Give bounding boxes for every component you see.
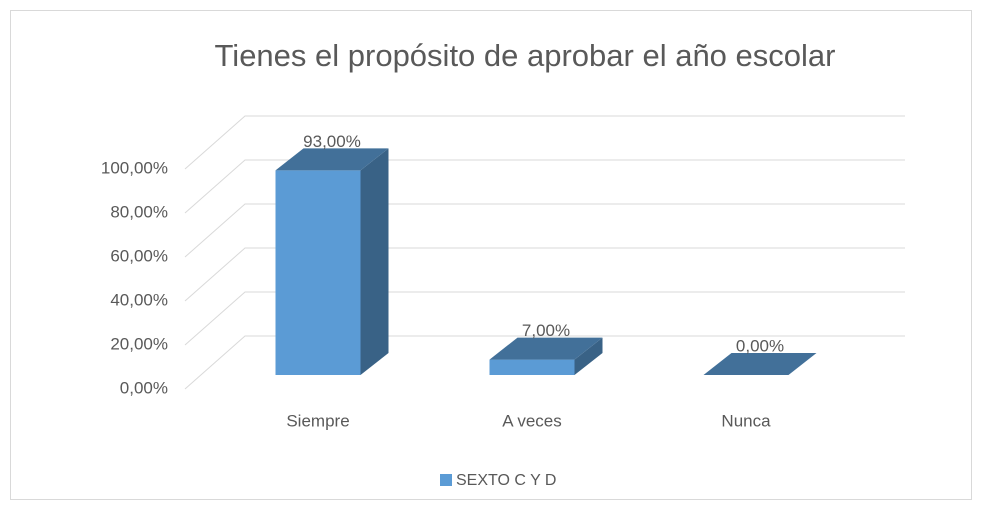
bar-top [489, 337, 603, 360]
data-label: 7,00% [522, 321, 570, 340]
legend-swatch [440, 474, 452, 486]
chart-title: Tienes el propósito de aprobar el año es… [215, 38, 836, 73]
legend-label: SEXTO C Y D [456, 472, 556, 489]
bar-side [574, 337, 603, 375]
grid-line [184, 291, 905, 346]
x-tick-label: Nunca [721, 411, 771, 430]
bar-front [489, 359, 575, 375]
bar [489, 337, 603, 375]
bar-side [360, 148, 389, 375]
y-tick-label: 80,00% [110, 202, 168, 221]
y-tick-label: 20,00% [110, 334, 168, 353]
grid-line [184, 335, 905, 390]
grid-line [184, 247, 905, 302]
x-tick-label: A veces [502, 411, 562, 430]
data-label: 93,00% [303, 132, 361, 151]
bar-front [275, 170, 361, 375]
x-tick-label: Siempre [286, 411, 349, 430]
y-tick-label: 0,00% [120, 378, 168, 397]
grid-line [184, 203, 905, 258]
grid-line [184, 115, 905, 170]
bar-top [703, 353, 817, 375]
bar-top [275, 148, 389, 171]
y-tick-label: 40,00% [110, 290, 168, 309]
bar [703, 353, 817, 375]
y-tick-label: 60,00% [110, 246, 168, 265]
bar [275, 148, 389, 375]
grid-line [184, 159, 905, 214]
y-tick-label: 100,00% [101, 158, 168, 177]
chart-border [10, 10, 972, 500]
data-label: 0,00% [736, 336, 784, 355]
